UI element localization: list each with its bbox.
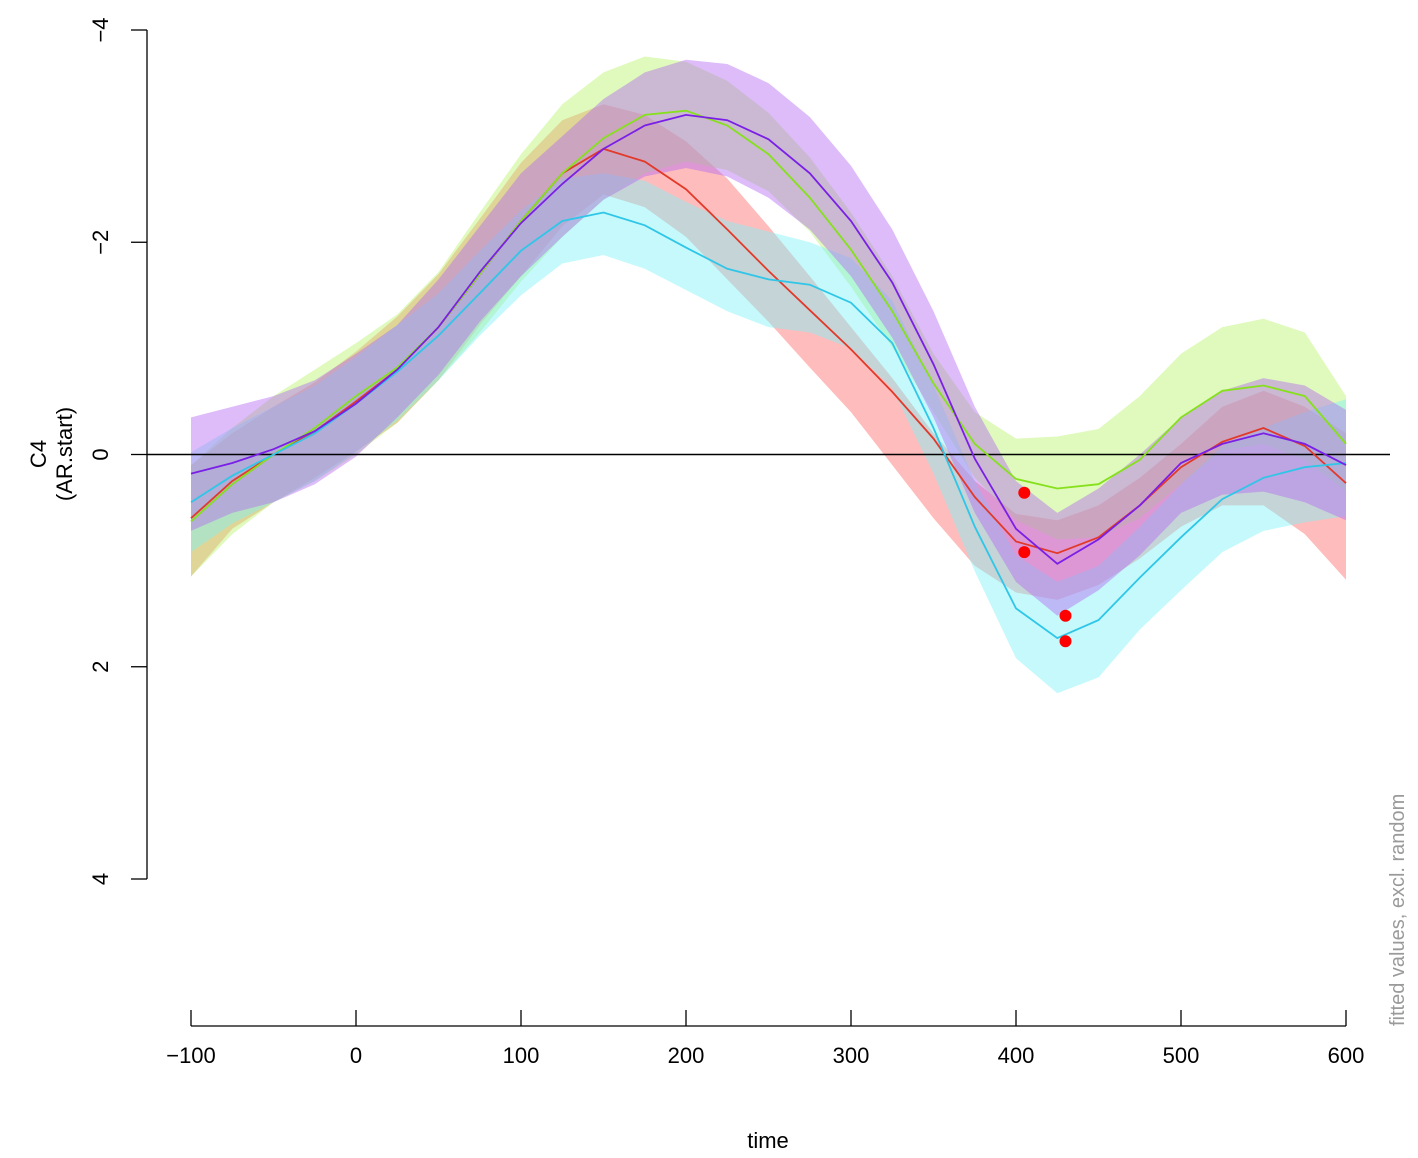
peak-marker-4: [1059, 609, 1072, 622]
x-tick-label: 200: [668, 1043, 705, 1068]
peak-marker-3: [1059, 635, 1072, 648]
series-4-band: [191, 59, 1346, 616]
series-2-band: [191, 56, 1346, 577]
y-tick-label: 4: [88, 873, 113, 885]
y-axis-label: C4 (AR.start): [26, 407, 77, 501]
y-axis: −4 −2 0 2 4: [88, 17, 148, 885]
series-lines: [190, 109, 1347, 640]
y-tick-label: −2: [88, 230, 113, 255]
x-tick-label: 500: [1163, 1043, 1200, 1068]
x-tick-label: 0: [350, 1043, 362, 1068]
y-tick-label: −4: [88, 17, 113, 42]
fitted-values-note: fitted values, excl. random: [1387, 794, 1409, 1026]
peak-marker-2: [1018, 486, 1031, 499]
y-axis-label-line2: (AR.start): [52, 407, 77, 501]
x-axis-label: time: [747, 1128, 789, 1153]
peak-markers: [1018, 486, 1072, 648]
peak-marker-1: [1018, 546, 1031, 559]
series-3-band: [191, 173, 1346, 694]
x-tick-label: 600: [1328, 1043, 1365, 1068]
series-1-band: [191, 104, 1346, 600]
x-tick-label: −100: [166, 1043, 216, 1068]
series-2-line: [190, 109, 1347, 523]
x-tick-label: 300: [833, 1043, 870, 1068]
x-tick-label: 400: [998, 1043, 1035, 1068]
y-tick-label: 0: [88, 448, 113, 460]
y-axis-label-line1: C4: [26, 440, 51, 468]
y-tick-label: 2: [88, 661, 113, 673]
x-axis: −100 0 100 200 300 400 500 600: [166, 1010, 1364, 1068]
x-tick-label: 100: [503, 1043, 540, 1068]
series-4-line: [190, 113, 1347, 565]
series-3-line: [190, 211, 1347, 640]
confidence-bands: [191, 56, 1346, 694]
